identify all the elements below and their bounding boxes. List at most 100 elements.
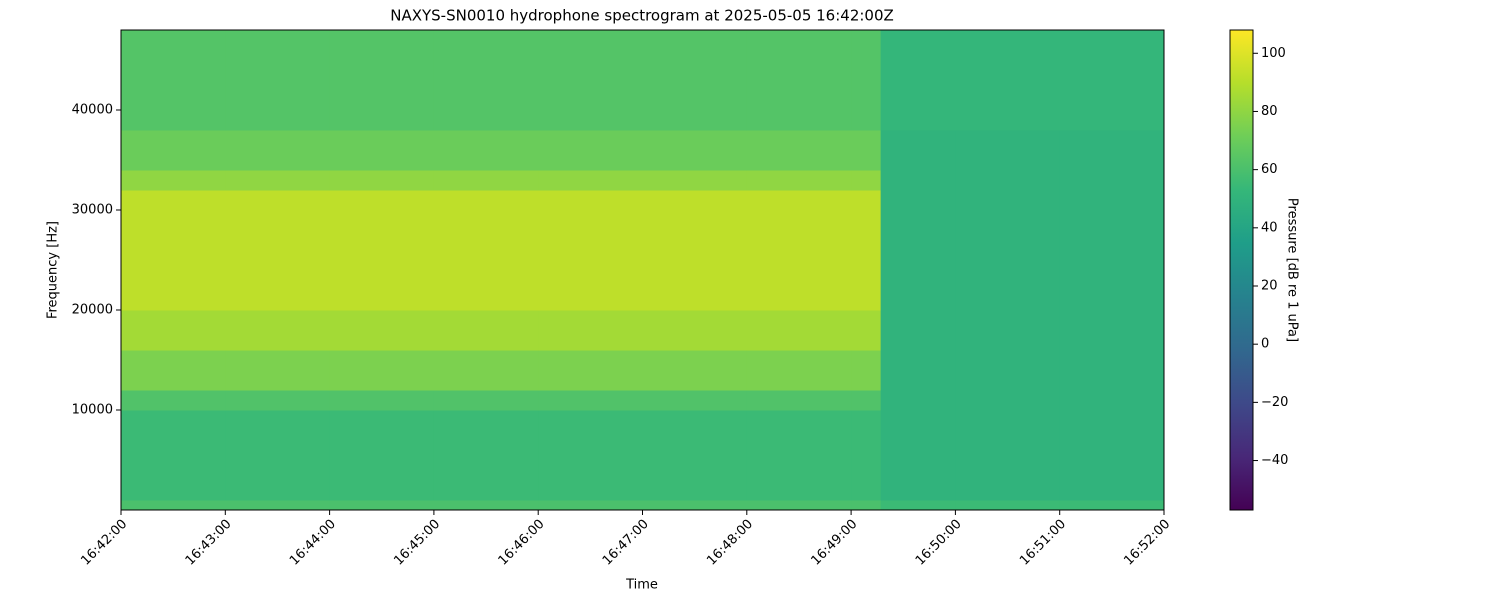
cell <box>955 190 1061 311</box>
cell <box>329 30 435 131</box>
x-tick-label: 16:50:00 <box>913 517 965 569</box>
x-tick-label: 16:45:00 <box>391 517 443 569</box>
cell <box>225 500 331 511</box>
cell <box>329 310 435 351</box>
cell <box>955 390 1061 411</box>
cell <box>746 410 852 501</box>
cell <box>433 170 539 191</box>
cell <box>880 350 956 391</box>
cell <box>642 130 748 171</box>
colorbar-label: Pressure [dB re 1 uPa] <box>1285 198 1300 342</box>
colorbar-tick-label: 20 <box>1261 279 1278 294</box>
cell <box>642 190 748 311</box>
cell <box>329 500 435 511</box>
cell <box>433 500 539 511</box>
colorbar-tick-label: 40 <box>1261 220 1278 235</box>
cell <box>746 390 852 411</box>
cell <box>746 500 852 511</box>
cell <box>538 350 643 391</box>
cell <box>538 130 643 171</box>
cell <box>642 500 748 511</box>
cell <box>746 130 852 171</box>
cell <box>880 170 956 191</box>
cell <box>121 190 226 311</box>
cell <box>955 410 1061 501</box>
cell <box>880 310 956 351</box>
y-tick-label: 40000 <box>72 103 113 118</box>
cell <box>1059 350 1165 391</box>
cell <box>746 350 852 391</box>
cell <box>225 170 331 191</box>
x-tick-label: 16:43:00 <box>183 517 235 569</box>
cell <box>225 310 331 351</box>
cell <box>329 390 435 411</box>
cell <box>225 130 331 171</box>
cell <box>433 190 539 311</box>
cell <box>955 130 1061 171</box>
cell <box>329 170 435 191</box>
cell <box>746 170 852 191</box>
x-tick-label: 16:51:00 <box>1017 517 1069 569</box>
cell <box>225 390 331 411</box>
chart-title: NAXYS-SN0010 hydrophone spectrogram at 2… <box>390 7 894 25</box>
cell <box>851 170 882 191</box>
cell <box>225 410 331 501</box>
colorbar-tick-label: −20 <box>1261 395 1288 410</box>
colorbar-tick-label: 100 <box>1261 46 1286 61</box>
cell <box>538 170 643 191</box>
cell <box>880 390 956 411</box>
cell <box>433 350 539 391</box>
colorbar-tick-label: −40 <box>1261 453 1288 468</box>
cell <box>225 190 331 311</box>
cell <box>851 30 882 131</box>
cell <box>121 170 226 191</box>
cell <box>433 390 539 411</box>
x-tick-label: 16:47:00 <box>600 517 652 569</box>
y-tick-label: 30000 <box>72 203 113 218</box>
cell <box>538 410 643 501</box>
cell <box>880 30 956 131</box>
y-tick-label: 10000 <box>72 403 113 418</box>
cell <box>642 30 748 131</box>
cell <box>433 310 539 351</box>
cell <box>225 30 331 131</box>
cell <box>955 310 1061 351</box>
cell <box>1059 130 1165 171</box>
cell <box>851 390 882 411</box>
cell <box>1059 390 1165 411</box>
cell <box>851 130 882 171</box>
cell <box>955 170 1061 191</box>
cell <box>329 190 435 311</box>
cell <box>538 390 643 411</box>
cell <box>329 130 435 171</box>
cell <box>642 350 748 391</box>
cell <box>225 350 331 391</box>
x-tick-label: 16:42:00 <box>78 517 130 569</box>
cell <box>1059 190 1165 311</box>
cell <box>851 410 882 501</box>
cell <box>1059 310 1165 351</box>
cell <box>121 30 226 131</box>
cell <box>121 130 226 171</box>
cell <box>642 390 748 411</box>
cell <box>880 410 956 501</box>
cell <box>121 390 226 411</box>
cell <box>746 310 852 351</box>
cell <box>538 500 643 511</box>
cell <box>121 410 226 501</box>
cell <box>121 310 226 351</box>
y-axis-label: Frequency [Hz] <box>46 221 61 319</box>
cell <box>851 190 882 311</box>
cell <box>746 30 852 131</box>
cell <box>538 310 643 351</box>
cell <box>880 130 956 171</box>
cell <box>955 500 1061 511</box>
colorbar <box>1229 29 1254 511</box>
cell <box>851 310 882 351</box>
cell <box>746 190 852 311</box>
cell <box>1059 500 1165 511</box>
cell <box>433 30 539 131</box>
cell <box>880 190 956 311</box>
colorbar-tick-label: 60 <box>1261 162 1278 177</box>
